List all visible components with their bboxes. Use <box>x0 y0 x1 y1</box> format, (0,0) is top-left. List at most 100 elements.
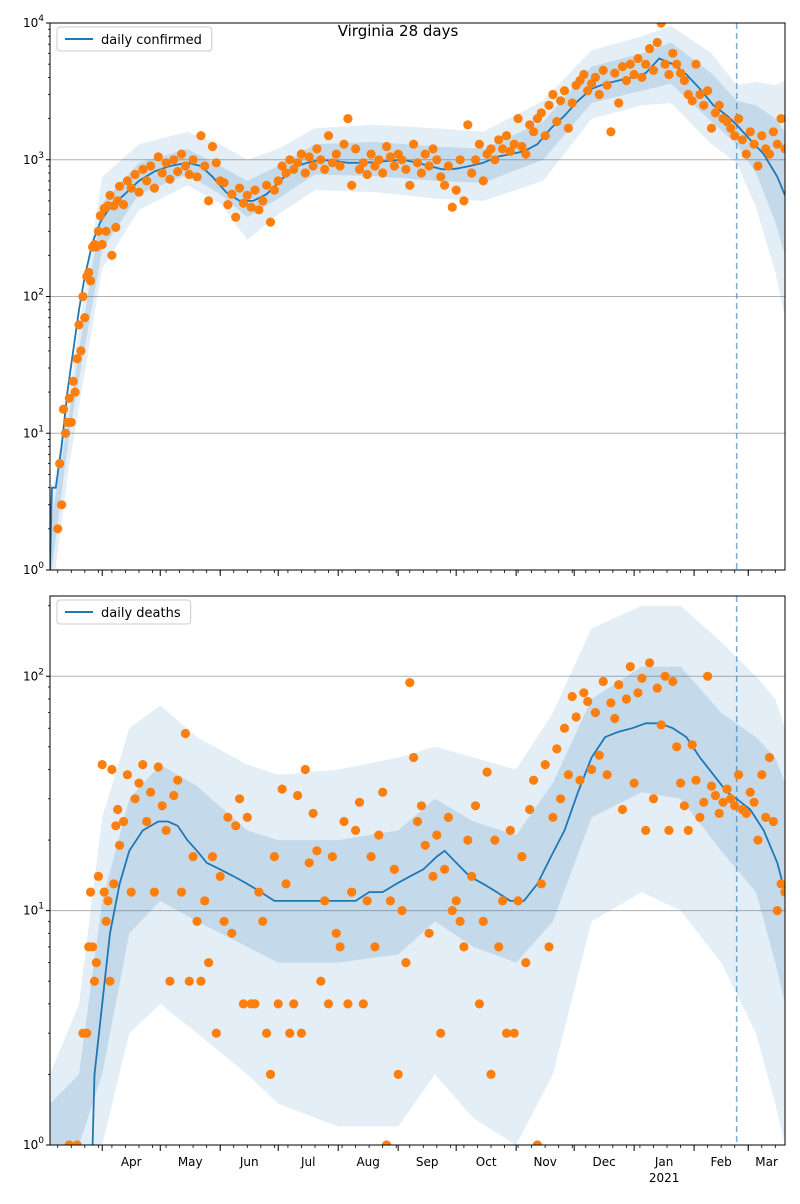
data-point <box>316 976 326 986</box>
data-point <box>101 226 111 236</box>
data-point <box>552 117 562 127</box>
data-point <box>389 864 399 875</box>
data-point <box>107 764 117 775</box>
data-point <box>478 176 488 186</box>
data-point <box>563 123 574 133</box>
plot-area <box>50 596 785 1145</box>
legend-label: daily confirmed <box>101 33 202 48</box>
data-point <box>58 404 69 414</box>
data-point <box>227 928 237 938</box>
data-point <box>134 778 144 788</box>
data-point <box>204 196 214 206</box>
data-point <box>335 942 345 952</box>
data-point <box>412 816 423 827</box>
data-point <box>93 871 103 882</box>
data-point <box>227 189 237 199</box>
data-point <box>86 276 96 286</box>
data-point <box>347 180 357 190</box>
data-point <box>498 896 508 906</box>
data-point <box>327 158 337 168</box>
data-point <box>323 131 334 141</box>
data-point <box>714 808 724 819</box>
data-point <box>559 86 570 96</box>
x-tick-label: Feb <box>711 1155 732 1169</box>
data-point <box>207 852 218 862</box>
data-point <box>378 168 388 178</box>
data-point <box>80 313 90 323</box>
data-point <box>478 916 488 927</box>
data-point <box>648 794 659 804</box>
data-point <box>443 161 453 171</box>
data-point <box>780 144 785 154</box>
data-point <box>617 62 628 72</box>
data-point <box>451 896 461 906</box>
data-point <box>374 830 384 840</box>
plot-area <box>50 23 785 570</box>
data-point <box>556 96 566 106</box>
legend-box <box>56 599 192 625</box>
data-point <box>749 139 759 149</box>
data-point <box>107 250 117 260</box>
data-point <box>308 161 318 171</box>
data-point <box>625 662 635 672</box>
data-point <box>440 180 450 190</box>
data-point <box>606 698 616 708</box>
data-point <box>134 187 144 197</box>
data-point <box>238 999 248 1009</box>
data-point <box>397 906 407 916</box>
data-point <box>633 688 643 698</box>
data-point <box>157 168 167 178</box>
data-point <box>567 691 577 702</box>
data-point <box>97 760 107 770</box>
data-point <box>66 417 76 427</box>
data-point <box>509 139 519 149</box>
data-point <box>91 958 101 968</box>
data-point <box>173 775 183 785</box>
data-point <box>269 185 279 195</box>
data-point <box>382 1140 392 1145</box>
data-point <box>730 131 740 141</box>
data-point <box>370 942 380 952</box>
data-point <box>714 100 724 110</box>
data-point <box>428 871 438 882</box>
confirmed-panel: Virginia 28 days 100 101 102 103 104 daily co… <box>23 14 786 577</box>
data-point <box>656 23 666 28</box>
x-tick-label: Nov <box>533 1155 556 1169</box>
data-point <box>153 152 163 162</box>
data-point <box>757 131 767 141</box>
data-point <box>529 775 539 785</box>
data-point <box>536 879 546 889</box>
data-point <box>513 114 523 124</box>
data-point <box>532 1140 542 1145</box>
data-point <box>776 114 785 124</box>
data-point <box>416 801 426 811</box>
data-point <box>88 942 98 952</box>
data-point <box>285 1028 295 1038</box>
data-point <box>300 764 310 775</box>
data-point <box>138 164 148 174</box>
data-point <box>304 858 314 868</box>
data-point <box>470 801 481 811</box>
data-point <box>459 196 469 206</box>
data-point <box>699 797 709 807</box>
data-point <box>598 65 608 75</box>
data-point <box>703 671 713 681</box>
data-point <box>385 896 395 906</box>
data-point <box>563 770 574 780</box>
data-point <box>86 887 96 897</box>
data-point <box>420 840 430 850</box>
data-point <box>304 152 314 162</box>
data-point <box>211 158 221 168</box>
data-point <box>440 864 450 875</box>
data-point <box>540 131 550 141</box>
data-point <box>254 887 264 897</box>
data-point <box>517 852 527 862</box>
data-point <box>509 1028 519 1038</box>
data-point <box>409 139 419 149</box>
data-point <box>525 804 535 815</box>
data-point <box>474 139 484 149</box>
data-point <box>60 428 71 438</box>
data-point <box>99 887 109 897</box>
data-point <box>405 180 415 190</box>
data-point <box>385 152 395 162</box>
